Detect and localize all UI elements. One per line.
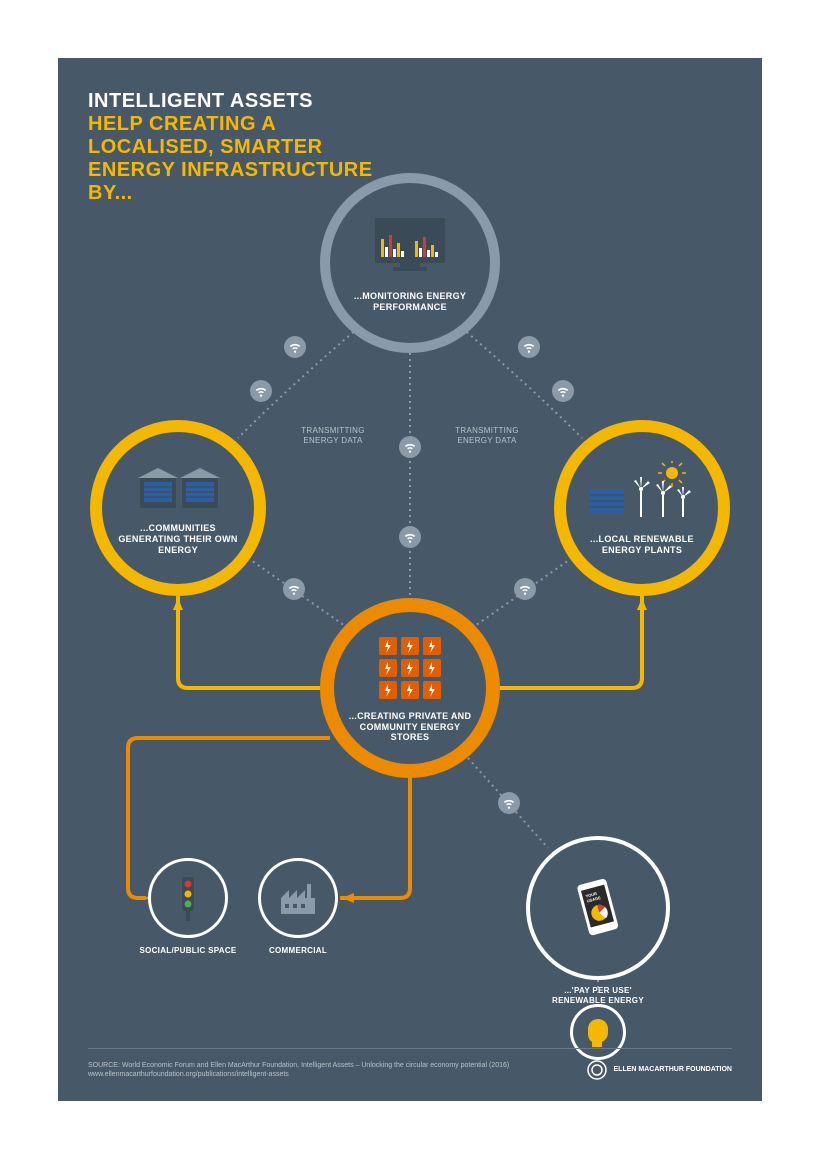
wifi-icon bbox=[514, 578, 536, 600]
head-icon bbox=[583, 1015, 613, 1049]
wind-solar-sun-icon bbox=[582, 461, 702, 526]
footer-logo: ELLEN MACARTHUR FOUNDATION bbox=[586, 1059, 732, 1081]
node-renewable-label: ...LOCAL RENEWABLE ENERGY PLANTS bbox=[566, 534, 718, 556]
node-payperuse-label: ...'PAY PER USE' RENEWABLE ENERGY bbox=[538, 986, 658, 1005]
wifi-icon bbox=[498, 792, 520, 814]
title-line1: INTELLIGENT ASSETS bbox=[88, 90, 388, 113]
solar-houses-icon bbox=[128, 460, 228, 515]
traffic-light-icon bbox=[168, 873, 208, 923]
wifi-icon bbox=[552, 380, 574, 402]
node-commercial bbox=[258, 858, 338, 938]
infographic-canvas: INTELLIGENT ASSETS HELP CREATING A LOCAL… bbox=[58, 58, 762, 1101]
phone-pie-icon: YOUR USAGE bbox=[563, 873, 633, 943]
factory-icon bbox=[273, 878, 323, 918]
node-social-label: SOCIAL/PUBLIC SPACE bbox=[136, 946, 240, 956]
node-monitoring: ...MONITORING ENERGY PERFORMANCE bbox=[320, 173, 500, 353]
node-stores-label: ...CREATING PRIVATE AND COMMUNITY ENERGY… bbox=[334, 711, 486, 743]
title-block: INTELLIGENT ASSETS HELP CREATING A LOCAL… bbox=[88, 90, 388, 205]
edge-label-left: TRANSMITTING ENERGY DATA bbox=[288, 426, 378, 445]
footer-source-line2: www.ellenmacarthurfoundation.org/publica… bbox=[88, 1071, 289, 1078]
node-communities-label: ...COMMUNITIES GENERATING THEIR OWN ENER… bbox=[102, 523, 254, 555]
wifi-icon bbox=[399, 526, 421, 548]
node-monitoring-label: ...MONITORING ENERGY PERFORMANCE bbox=[330, 291, 490, 313]
edge-label-right: TRANSMITTING ENERGY DATA bbox=[442, 426, 532, 445]
wifi-icon bbox=[250, 380, 272, 402]
footer-source-line1: SOURCE: World Economic Forum and Ellen M… bbox=[88, 1062, 509, 1069]
node-social bbox=[148, 858, 228, 938]
node-commercial-label: COMMERCIAL bbox=[258, 946, 338, 956]
monitor-chart-icon bbox=[365, 213, 455, 283]
wifi-icon bbox=[283, 578, 305, 600]
battery-grid-icon bbox=[375, 633, 445, 703]
node-communities: ...COMMUNITIES GENERATING THEIR OWN ENER… bbox=[90, 420, 266, 596]
wifi-icon bbox=[284, 336, 306, 358]
node-renewable: ...LOCAL RENEWABLE ENERGY PLANTS bbox=[554, 420, 730, 596]
wifi-icon bbox=[518, 336, 540, 358]
node-payperuse: YOUR USAGE bbox=[526, 836, 670, 980]
wifi-icon bbox=[399, 436, 421, 458]
title-line2: HELP CREATING A LOCALISED, SMARTER ENERG… bbox=[88, 113, 388, 205]
footer-source: SOURCE: World Economic Forum and Ellen M… bbox=[88, 1061, 509, 1079]
footer: SOURCE: World Economic Forum and Ellen M… bbox=[88, 1048, 732, 1081]
foundation-logo-icon bbox=[586, 1059, 608, 1081]
node-stores: ...CREATING PRIVATE AND COMMUNITY ENERGY… bbox=[320, 598, 500, 778]
footer-logo-text: ELLEN MACARTHUR FOUNDATION bbox=[614, 1066, 732, 1074]
